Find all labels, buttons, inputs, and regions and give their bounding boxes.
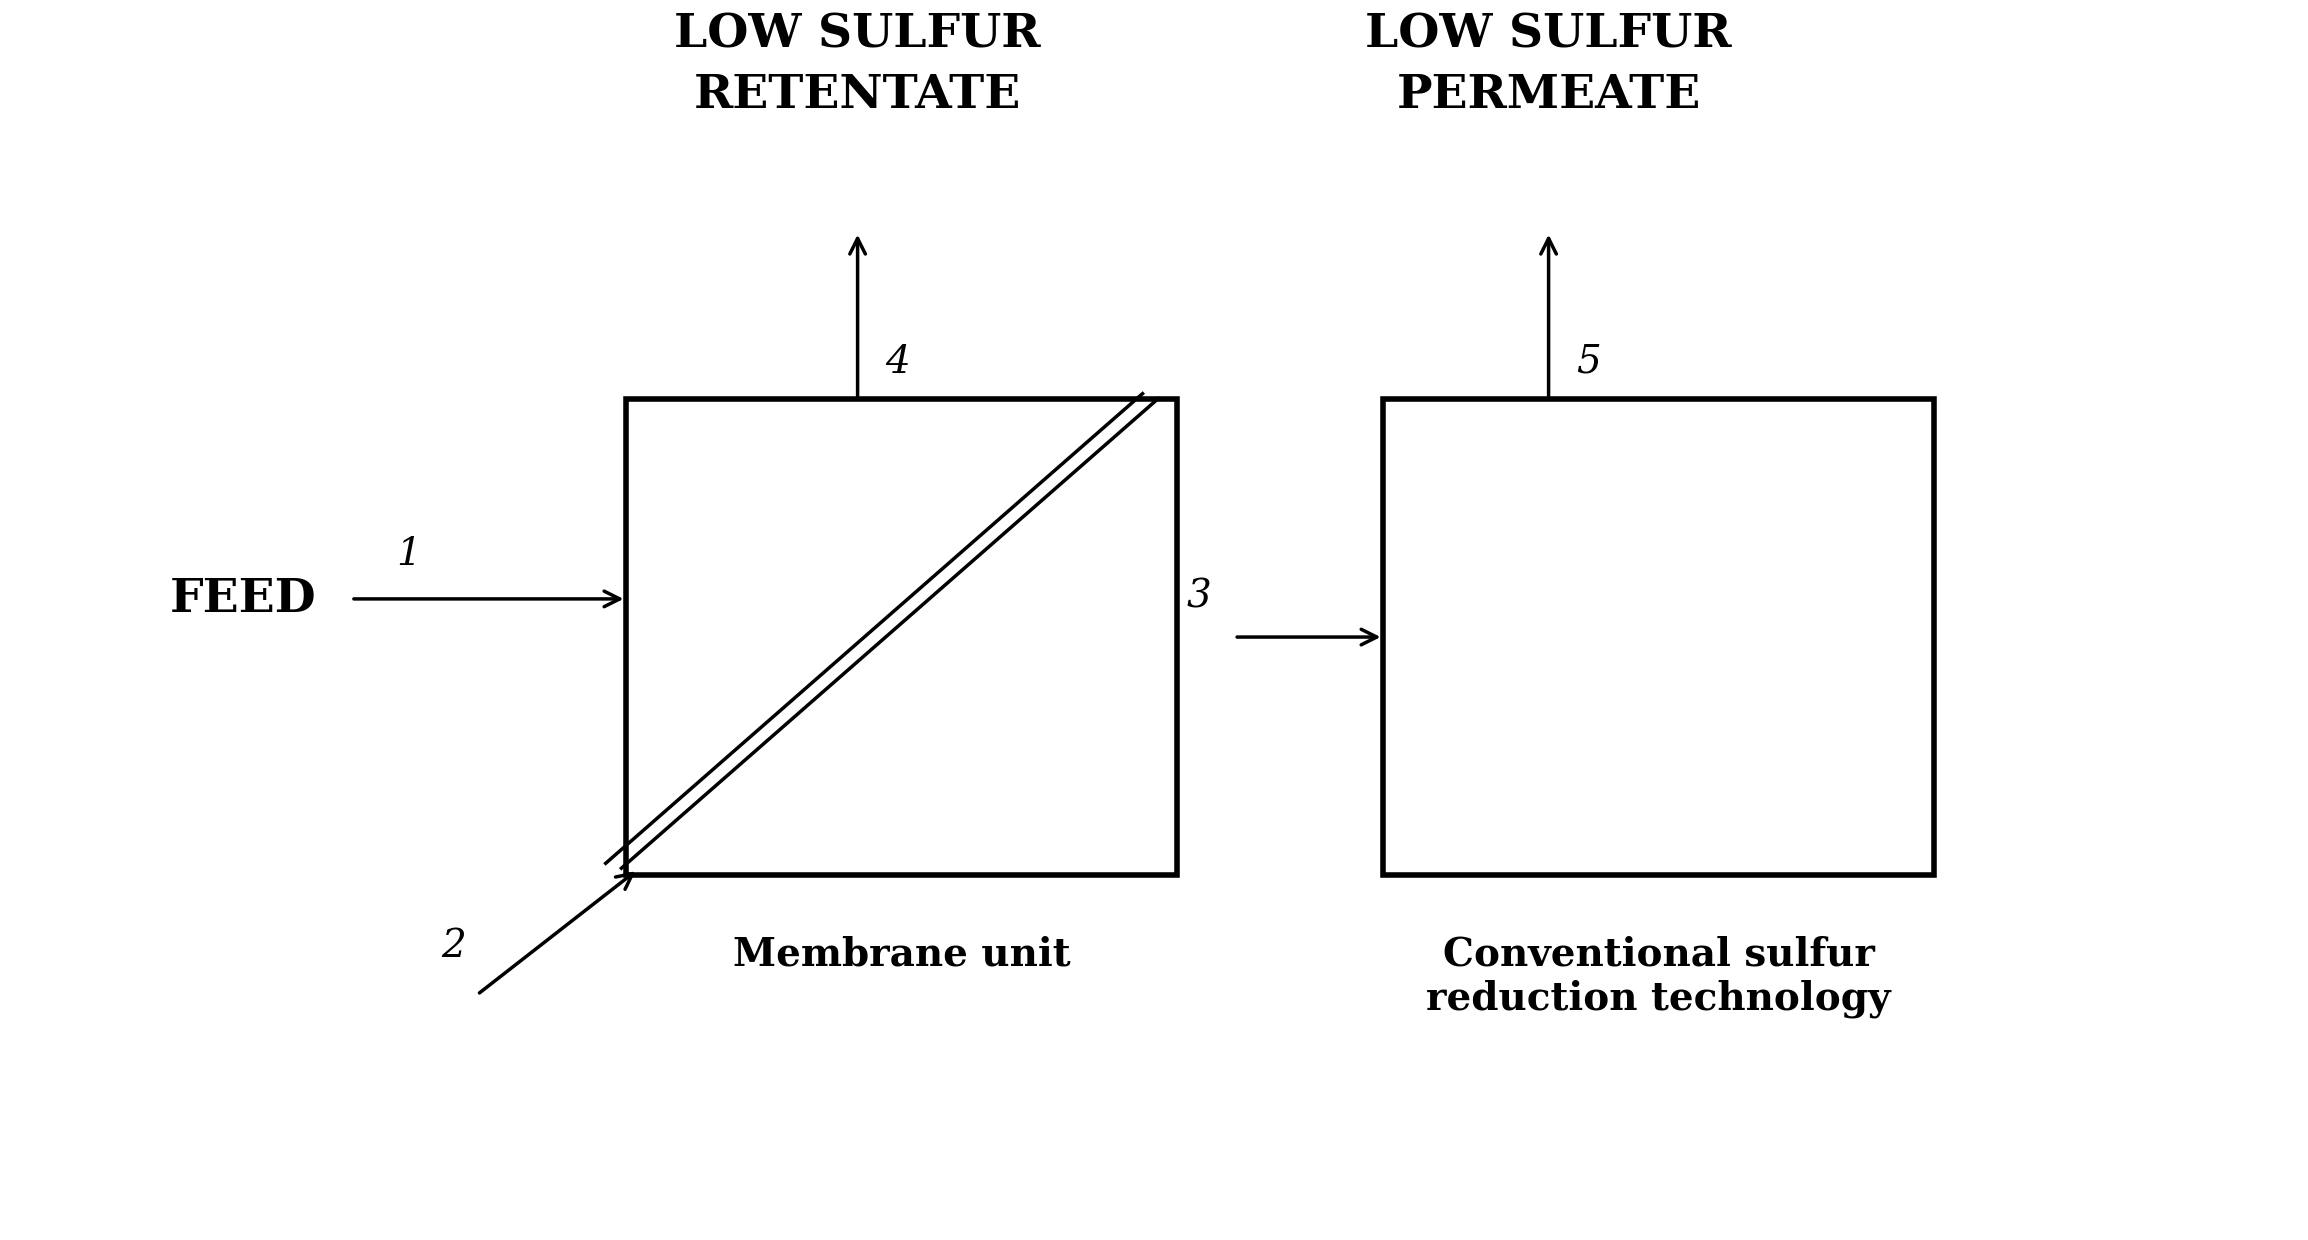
Text: 5: 5 [1576, 343, 1602, 381]
Text: Membrane unit: Membrane unit [734, 935, 1071, 973]
Text: 3: 3 [1186, 579, 1212, 615]
Bar [1382, 398, 1934, 875]
Text: 2: 2 [441, 929, 466, 966]
Text: 4: 4 [886, 343, 909, 381]
Text: Conventional sulfur
reduction technology: Conventional sulfur reduction technology [1426, 935, 1890, 1018]
Bar [625, 398, 1177, 875]
Text: FEED: FEED [171, 575, 316, 622]
Text: LOW SULFUR
RETENTATE: LOW SULFUR RETENTATE [674, 11, 1041, 118]
Text: 1: 1 [397, 536, 420, 573]
Text: LOW SULFUR
PERMEATE: LOW SULFUR PERMEATE [1366, 11, 1731, 118]
